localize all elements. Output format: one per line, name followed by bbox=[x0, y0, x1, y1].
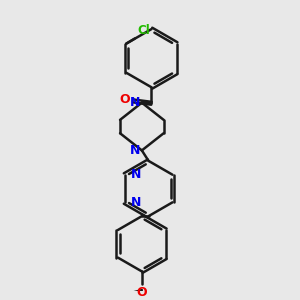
Text: N: N bbox=[131, 196, 141, 209]
Text: Cl: Cl bbox=[137, 24, 150, 37]
Text: O: O bbox=[136, 286, 147, 299]
Text: N: N bbox=[129, 96, 140, 109]
Text: O: O bbox=[119, 93, 130, 106]
Text: N: N bbox=[129, 145, 140, 158]
Text: N: N bbox=[131, 168, 141, 181]
